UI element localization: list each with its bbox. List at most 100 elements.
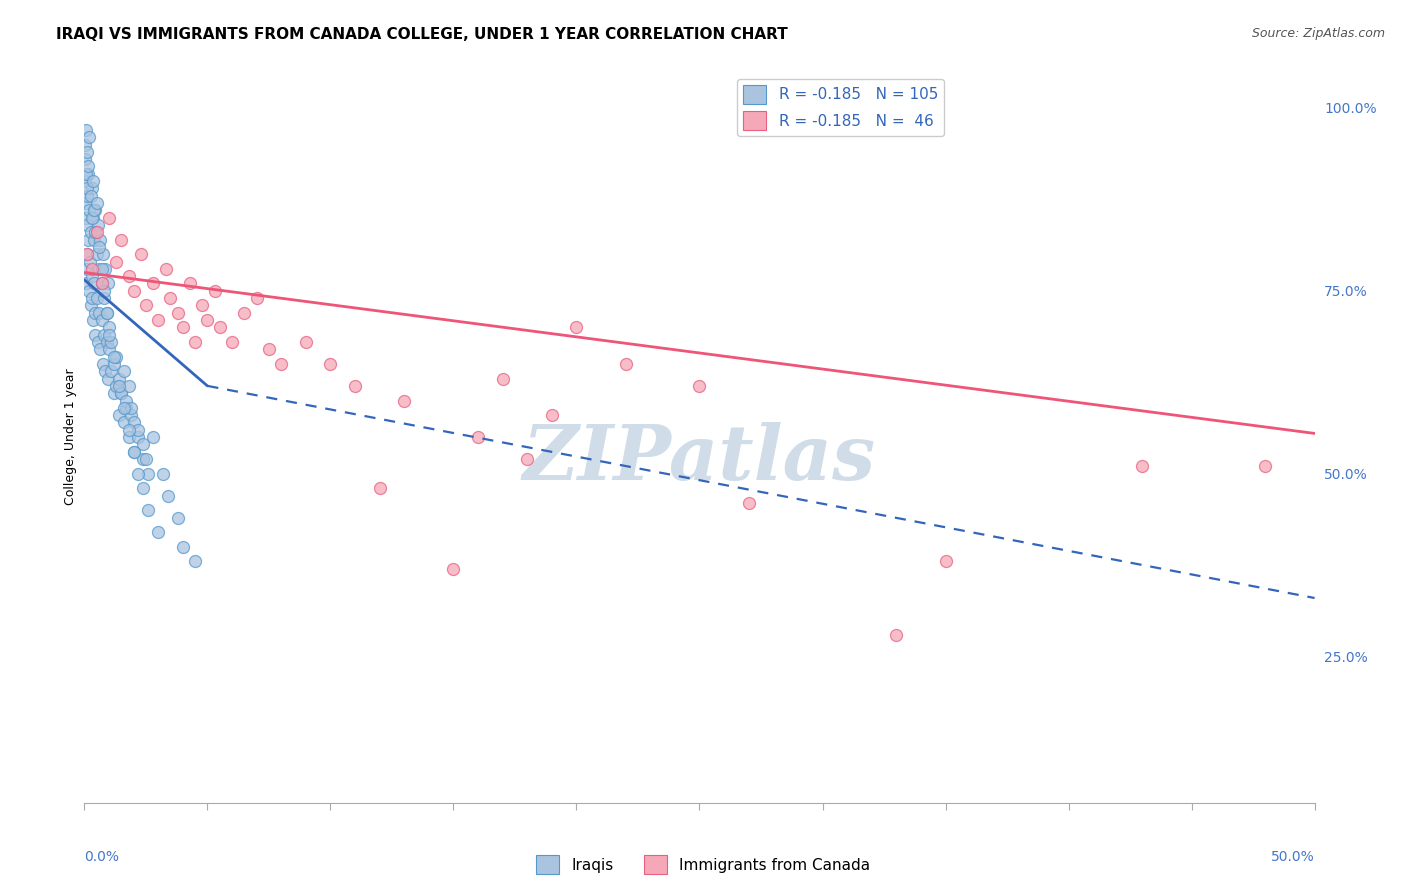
Point [76, 145, 98, 159]
Point [90, 261, 112, 276]
Point [689, 379, 711, 393]
Point [132, 452, 155, 467]
Point [79, 254, 101, 268]
Point [75, 211, 97, 225]
Point [90, 277, 112, 291]
Point [98, 320, 121, 334]
Y-axis label: College, Under 1 year: College, Under 1 year [65, 368, 77, 506]
Point [75, 167, 97, 181]
Text: 50.0%: 50.0% [1271, 850, 1315, 864]
Point [148, 313, 170, 327]
Point [90, 313, 112, 327]
Point [89, 343, 111, 357]
Point [142, 430, 165, 444]
Point [75, 174, 97, 188]
Point [152, 467, 174, 481]
Point [138, 503, 160, 517]
Point [118, 269, 141, 284]
Point [77, 160, 100, 174]
Point [75, 196, 97, 211]
Point [172, 540, 194, 554]
Point [270, 357, 292, 371]
Point [87, 218, 110, 232]
Point [115, 401, 138, 415]
Point [184, 334, 207, 349]
Point [76, 188, 98, 202]
Point [80, 211, 103, 225]
Point [94, 261, 117, 276]
Point [100, 334, 122, 349]
Point [319, 357, 342, 371]
Point [110, 233, 132, 247]
Point [233, 306, 256, 320]
Point [115, 393, 138, 408]
Text: ZIPatlas: ZIPatlas [523, 422, 876, 496]
Point [129, 247, 152, 261]
Point [184, 554, 207, 568]
Point [97, 277, 120, 291]
Point [77, 233, 100, 247]
Point [128, 423, 150, 437]
Point [128, 467, 150, 481]
Point [82, 291, 104, 305]
Point [257, 343, 280, 357]
Point [172, 320, 194, 334]
Point [157, 489, 180, 503]
Point [98, 211, 121, 225]
Point [73, 137, 96, 152]
Point [79, 203, 101, 218]
Point [886, 627, 908, 641]
Point [82, 174, 104, 188]
Point [94, 364, 117, 378]
Point [86, 196, 108, 211]
Point [89, 261, 111, 276]
Point [80, 269, 103, 284]
Point [75, 152, 97, 166]
Point [122, 444, 145, 458]
Point [77, 167, 100, 181]
Point [492, 371, 515, 385]
Legend: R = -0.185   N = 105, R = -0.185   N =  46: R = -0.185 N = 105, R = -0.185 N = 46 [737, 79, 943, 136]
Point [135, 452, 157, 467]
Point [86, 291, 108, 305]
Point [118, 423, 141, 437]
Point [82, 313, 104, 327]
Point [208, 320, 231, 334]
Point [89, 306, 111, 320]
Point [167, 510, 190, 524]
Point [179, 277, 201, 291]
Point [565, 320, 588, 334]
Point [135, 298, 157, 312]
Point [79, 130, 101, 145]
Point [76, 218, 98, 232]
Point [394, 393, 416, 408]
Legend: Iraqis, Immigrants from Canada: Iraqis, Immigrants from Canada [530, 849, 876, 880]
Text: 0.0%: 0.0% [84, 850, 120, 864]
Point [516, 452, 538, 467]
Point [122, 444, 145, 458]
Point [120, 401, 142, 415]
Point [98, 343, 121, 357]
Point [128, 430, 150, 444]
Point [80, 261, 103, 276]
Point [97, 371, 120, 385]
Point [1254, 459, 1277, 474]
Point [93, 291, 115, 305]
Point [83, 203, 105, 218]
Point [1132, 459, 1154, 474]
Point [76, 261, 98, 276]
Point [108, 371, 131, 385]
Point [204, 284, 226, 298]
Point [191, 298, 214, 312]
Point [738, 496, 761, 510]
Point [87, 334, 110, 349]
Point [93, 327, 115, 342]
Point [80, 181, 103, 195]
Point [89, 233, 111, 247]
Point [105, 254, 128, 268]
Point [83, 277, 105, 291]
Point [197, 313, 219, 327]
Point [221, 334, 243, 349]
Point [122, 416, 145, 430]
Point [103, 386, 125, 401]
